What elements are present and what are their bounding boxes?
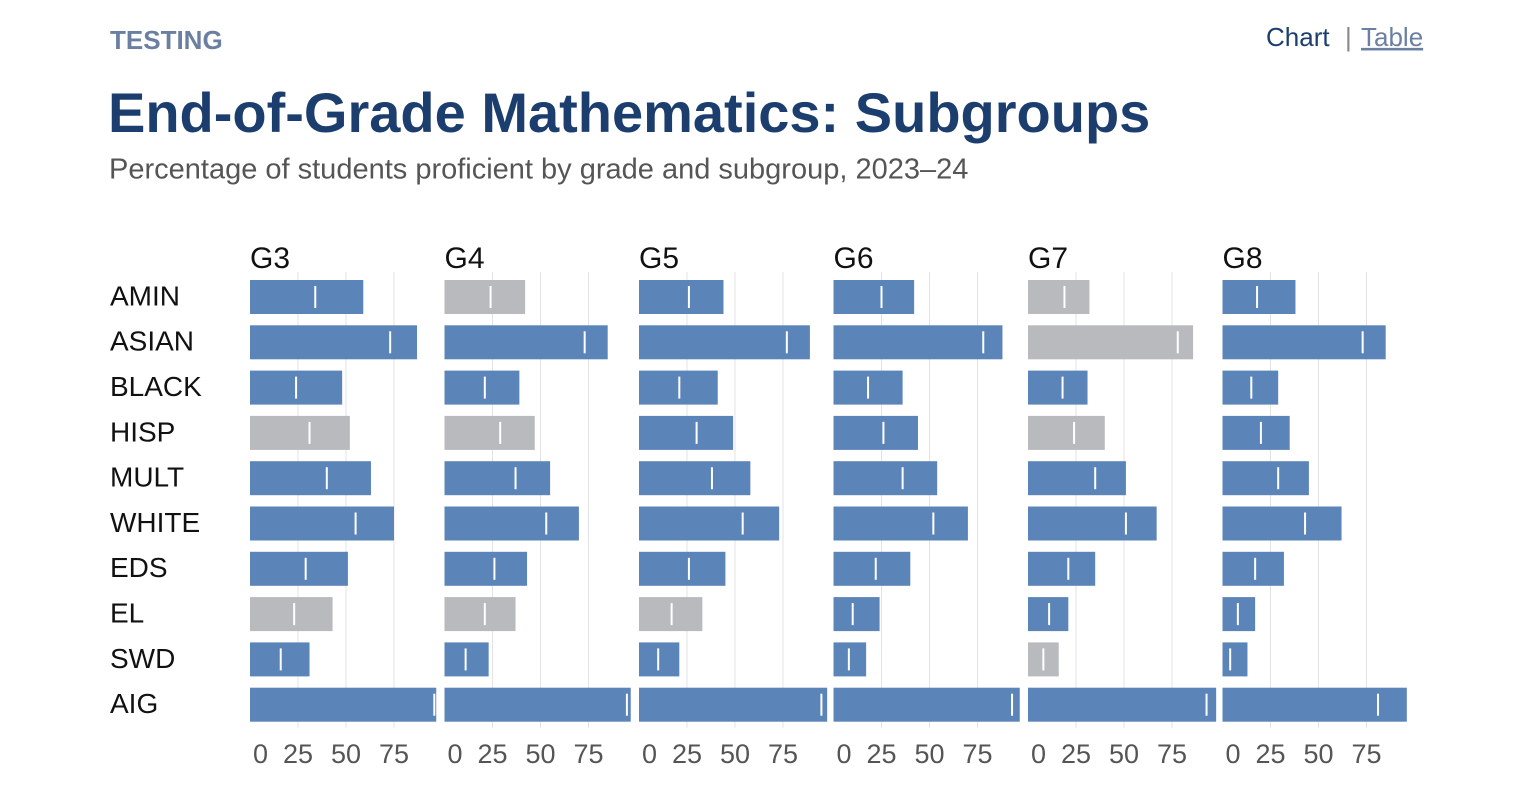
bar [444,415,535,450]
bar [1222,642,1248,677]
category-label: MULT [110,462,184,493]
x-tick-label: 25 [1061,739,1091,769]
x-tick-label: 50 [525,739,555,769]
x-tick-label: 0 [1226,739,1241,769]
x-tick-label: 25 [672,739,702,769]
bar [250,415,350,450]
bar [639,506,780,541]
bar [250,461,371,496]
panel-title: G7 [1028,242,1068,275]
bar [250,506,394,541]
panel-title: G8 [1223,242,1263,275]
chart-subtitle: Percentage of students proficient by gra… [109,154,968,186]
category-label: HISP [110,416,175,447]
category-label: EDS [110,552,168,583]
bar [833,461,938,496]
bar [639,461,751,496]
bar [1028,687,1217,722]
bar [1222,687,1407,722]
bar [444,551,528,586]
x-tick-label: 0 [837,739,852,769]
bar [250,325,418,360]
bar [639,687,828,722]
bar [833,325,1003,360]
category-label: WHITE [110,507,200,538]
bar [639,325,810,360]
bar [833,551,911,586]
x-tick-label: 50 [331,739,361,769]
bar [444,280,526,314]
x-tick-label: 75 [962,739,992,769]
x-tick-label: 50 [720,739,750,769]
bar [833,506,968,541]
nav-table[interactable]: Table [1361,22,1423,52]
bar [1222,506,1342,541]
x-tick-label: 25 [1255,739,1285,769]
x-tick-label: 75 [379,739,409,769]
bar [833,597,880,632]
category-label: AMIN [110,280,180,311]
x-tick-label: 0 [448,739,463,769]
bar [639,551,726,586]
category-label: EL [110,597,144,628]
bar [1028,415,1105,450]
x-tick-label: 25 [283,739,313,769]
x-tick-label: 75 [1157,739,1187,769]
bar [444,687,631,722]
bar [639,415,734,450]
x-tick-label: 25 [866,739,896,769]
bar [444,370,520,405]
x-tick-label: 75 [573,739,603,769]
bar [250,687,437,722]
panel-title: G3 [250,242,290,275]
panel-title: G4 [445,242,485,275]
nav-separator: | [1345,22,1352,52]
category-label: SWD [110,643,175,674]
x-tick-label: 50 [1303,739,1333,769]
x-tick-label: 50 [1109,739,1139,769]
section-label: TESTING [110,25,223,55]
category-label: BLACK [110,371,202,402]
x-tick-label: 0 [642,739,657,769]
bar [1028,506,1157,541]
bar [833,415,918,450]
bar [1222,415,1290,450]
bar [1222,325,1386,360]
x-tick-label: 25 [477,739,507,769]
x-tick-label: 75 [768,739,798,769]
bar [444,597,516,632]
bar [444,506,579,541]
bar [1028,461,1126,496]
panel-title: G5 [639,242,679,275]
bar [1028,325,1194,360]
bar [833,280,915,314]
category-label: AIG [110,688,158,719]
panel-title: G6 [834,242,874,275]
bar [1222,461,1309,496]
x-tick-label: 75 [1351,739,1381,769]
chart-title: End-of-Grade Mathematics: Subgroups [108,81,1150,144]
bar [639,280,724,314]
x-tick-label: 50 [914,739,944,769]
nav-chart[interactable]: Chart [1266,22,1330,52]
bar [444,461,551,496]
bar [1028,280,1090,314]
bar [250,551,348,586]
bar [250,280,364,314]
category-label: ASIAN [110,326,194,357]
x-tick-label: 0 [1031,739,1046,769]
x-tick-label: 0 [253,739,268,769]
bar [444,325,608,360]
bar [250,597,333,632]
bar [1222,280,1296,314]
bar [1222,551,1284,586]
bar [833,687,1020,722]
bar [1028,370,1088,405]
bar [1028,551,1096,586]
